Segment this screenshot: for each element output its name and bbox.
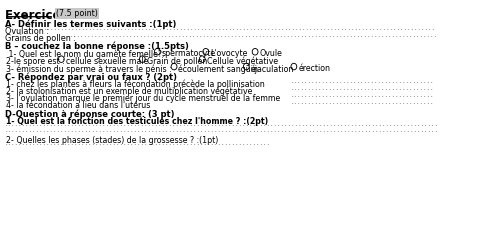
Text: 3- émission du sperme à travers le pénis :: 3- émission du sperme à travers le pénis…	[6, 64, 174, 74]
Text: 4- la fécondation a lieu dans l'utérus: 4- la fécondation a lieu dans l'utérus	[6, 101, 150, 110]
Text: Ovule: Ovule	[259, 49, 282, 58]
Text: éjaculation: éjaculation	[251, 64, 294, 74]
Text: L'ovocyte: L'ovocyte	[210, 49, 247, 58]
Text: ............................................................................: ........................................…	[5, 141, 271, 146]
Text: D-Question à réponse courte: (3 pt): D-Question à réponse courte: (3 pt)	[5, 109, 174, 119]
Text: 2-le spore est :: 2-le spore est :	[6, 57, 67, 66]
Text: érection: érection	[298, 64, 330, 73]
Text: 2- Quelles les phases (stades) de la grossesse ? :(1pt): 2- Quelles les phases (stades) de la gro…	[6, 135, 218, 144]
Text: .........................................: ........................................…	[290, 93, 434, 98]
Text: 1- chez les plantes à fleurs la fécondation précède la pollinisation: 1- chez les plantes à fleurs la fécondat…	[6, 80, 265, 89]
Text: .........................................: ........................................…	[290, 100, 434, 106]
Text: .........................................: ........................................…	[290, 86, 434, 91]
Text: 2- la stolonisation est un exemple de multiplication végétative: 2- la stolonisation est un exemple de mu…	[6, 87, 252, 96]
Text: 1- Quel est la fonction des testicules chez l'homme ? :(2pt): 1- Quel est la fonction des testicules c…	[6, 117, 268, 126]
Text: ................................................................................: ........................................…	[5, 128, 439, 133]
Text: ................................................................................: ........................................…	[60, 34, 437, 38]
Text: Grains de pollen :: Grains de pollen :	[5, 34, 78, 43]
Text: écoulement sanguin: écoulement sanguin	[179, 64, 258, 74]
Text: 1- Quel est le nom du gamète femelle?:: 1- Quel est le nom du gamète femelle?:	[6, 49, 164, 59]
Text: ................................................................................: ........................................…	[5, 122, 439, 127]
Text: B – couchez la bonne réponse :(1.5pts): B – couchez la bonne réponse :(1.5pts)	[5, 42, 189, 51]
Text: Exercice 1: Exercice 1	[5, 9, 73, 22]
Text: Grain de pollen: Grain de pollen	[147, 57, 207, 66]
Text: 3- l'ovulation marque le premier jour du cycle menstruel de la femme: 3- l'ovulation marque le premier jour du…	[6, 94, 280, 103]
Text: (7.5 point): (7.5 point)	[56, 9, 98, 18]
Text: cellule sexuelle male: cellule sexuelle male	[66, 57, 148, 66]
Text: Ovulation :: Ovulation :	[5, 27, 51, 36]
Text: .........................................: ........................................…	[290, 79, 434, 84]
Text: ................................................................................: ........................................…	[44, 26, 436, 31]
Text: A- Définir les termes suivants :(1pt): A- Définir les termes suivants :(1pt)	[5, 19, 176, 29]
Text: Cellule végétative: Cellule végétative	[207, 57, 278, 66]
Text: C- Répondez par vrai ou faux ? (2pt): C- Répondez par vrai ou faux ? (2pt)	[5, 72, 177, 82]
Text: spermatocyte: spermatocyte	[162, 49, 216, 58]
